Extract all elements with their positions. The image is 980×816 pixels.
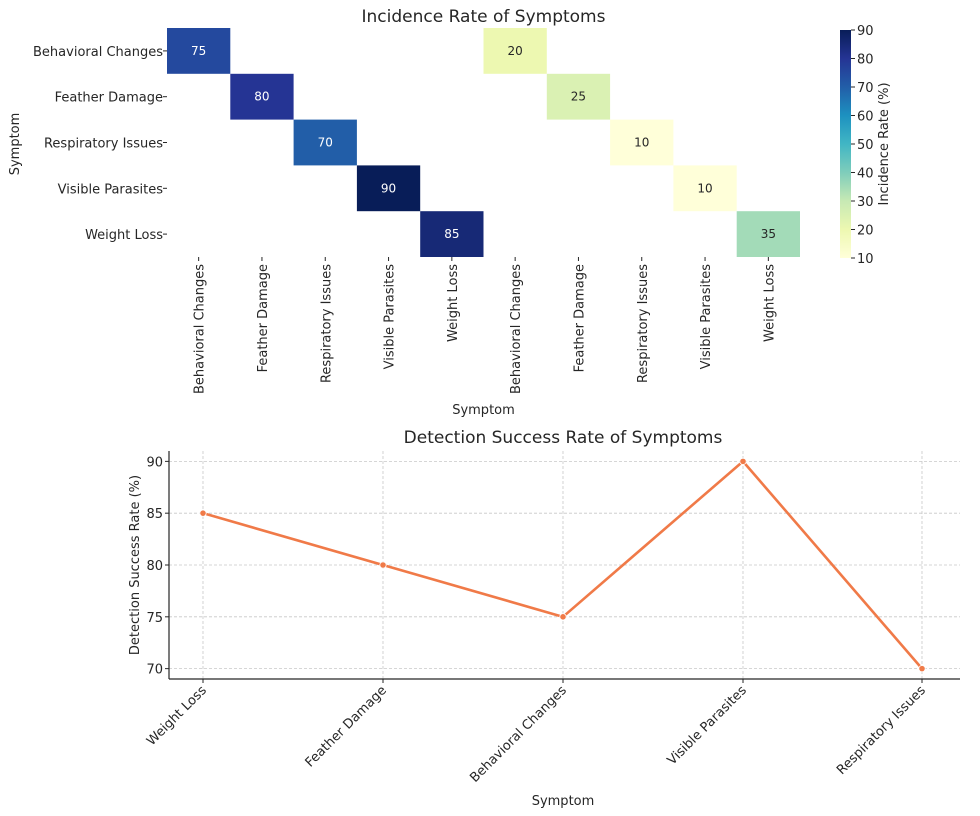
line-chart: Detection Success Rate of Symptoms 70 75 8… (128, 428, 960, 809)
heatmap-cell-label: 35 (761, 227, 776, 241)
line-chart-title: Detection Success Rate of Symptoms (404, 428, 723, 448)
heatmap-cell-label: 90 (381, 181, 396, 195)
heatmap-y-tick-label: Weight Loss (85, 228, 163, 243)
heatmap-y-tick-label: Feather Damage (55, 91, 163, 106)
line-chart-x-tick-label: Weight Loss (144, 683, 210, 749)
heatmap-y-tick-label: Respiratory Issues (44, 137, 163, 152)
line-chart-y-axis-label: Detection Success Rate (%) (128, 475, 143, 655)
line-series-point (199, 509, 207, 517)
heatmap-x-tick-label: Feather Damage (572, 264, 587, 372)
heatmap-x-tick-label: Weight Loss (446, 264, 461, 342)
line-series-point (559, 613, 567, 621)
line-chart-x-tick-label: Visible Parasites (665, 683, 750, 768)
colorbar-tick-label: 90 (857, 24, 874, 39)
line-chart-x-ticks: Weight Loss Feather Damage Behavioral Chan… (144, 679, 929, 786)
heatmap-x-axis-label: Symptom (452, 403, 515, 418)
line-chart-y-tick-label: 85 (146, 507, 163, 522)
heatmap-cell (167, 28, 231, 74)
colorbar-tick-label: 80 (857, 53, 874, 68)
colorbar-ticks: 10 20 30 40 50 60 70 80 90 (851, 24, 874, 267)
heatmap-x-tick-label: Weight Loss (762, 264, 777, 342)
colorbar-tick-label: 30 (857, 195, 874, 210)
line-series-points (199, 457, 926, 673)
colorbar-tick-label: 40 (857, 167, 874, 182)
heatmap-cells: 75 80 70 90 85 20 25 10 10 35 (167, 28, 800, 257)
line-series-point (379, 561, 387, 569)
heatmap-title: Incidence Rate of Symptoms (362, 7, 606, 27)
line-series-point (739, 457, 747, 465)
line-series-point (918, 665, 926, 673)
heatmap-x-tick-label: Behavioral Changes (193, 264, 208, 394)
heatmap-y-tick-label: Behavioral Changes (33, 45, 163, 60)
heatmap-chart: Incidence Rate of Symptoms 75 80 70 90 85 20 2… (8, 7, 892, 418)
heatmap-cell (230, 73, 294, 120)
heatmap-y-ticks: Behavioral Changes Feather Damage Respirat… (33, 45, 167, 243)
line-chart-y-tick-label: 90 (146, 455, 163, 470)
heatmap-cell-label: 85 (444, 227, 459, 241)
heatmap-x-tick-label: Visible Parasites (699, 264, 714, 370)
heatmap-cell (673, 165, 737, 212)
colorbar-gradient (840, 30, 851, 258)
heatmap-cell (420, 211, 484, 257)
line-chart-y-tick-label: 70 (146, 663, 163, 678)
heatmap-x-tick-label: Visible Parasites (383, 264, 398, 370)
heatmap-x-tick-label: Respiratory Issues (319, 264, 334, 383)
heatmap-x-tick-label: Respiratory Issues (636, 264, 651, 383)
heatmap-cell-label: 80 (254, 90, 269, 104)
colorbar-tick-label: 20 (857, 224, 874, 239)
heatmap-cell-label: 10 (697, 181, 712, 195)
heatmap-x-tick-label: Feather Damage (256, 264, 271, 372)
colorbar-tick-label: 70 (857, 81, 874, 96)
line-chart-grid (169, 451, 960, 679)
line-chart-y-tick-label: 80 (146, 559, 163, 574)
heatmap-cell-label: 25 (571, 90, 586, 104)
heatmap-cell (546, 73, 611, 120)
heatmap-cell-label: 75 (191, 44, 206, 58)
line-chart-y-ticks: 70 75 80 85 90 (146, 455, 169, 678)
colorbar-tick-label: 60 (857, 110, 874, 125)
heatmap-cell (483, 28, 547, 74)
line-chart-x-tick-label: Respiratory Issues (834, 683, 929, 778)
heatmap-cell-label: 20 (508, 44, 523, 58)
line-chart-x-axis-label: Symptom (532, 794, 595, 809)
heatmap-x-tick-label: Behavioral Changes (509, 264, 524, 394)
heatmap-colorbar: 10 20 30 40 50 60 70 80 90 Incidence Rate (%) (840, 24, 892, 267)
line-chart-x-tick-label: Feather Damage (303, 683, 390, 770)
line-chart-y-tick-label: 75 (146, 611, 163, 626)
heatmap-y-axis-label: Symptom (8, 113, 23, 176)
line-chart-x-tick-label: Behavioral Changes (467, 683, 570, 786)
heatmap-x-ticks: Behavioral Changes Feather Damage Respirat… (193, 257, 777, 394)
colorbar-label: Incidence Rate (%) (877, 82, 892, 205)
heatmap-y-tick-label: Visible Parasites (58, 182, 164, 197)
heatmap-cell (736, 211, 800, 257)
heatmap-cell-label: 70 (318, 136, 333, 150)
heatmap-cell (356, 165, 421, 212)
heatmap-cell (610, 119, 674, 166)
heatmap-cell-label: 10 (634, 136, 649, 150)
heatmap-cell (293, 119, 357, 166)
colorbar-tick-label: 50 (857, 138, 874, 153)
colorbar-tick-label: 10 (857, 252, 874, 267)
